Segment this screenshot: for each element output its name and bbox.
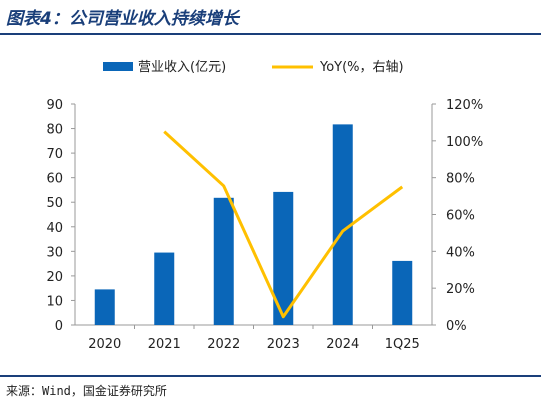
x-tick-label: 2024 <box>326 337 359 352</box>
legend-line-label: YoY(%，右轴) <box>319 60 404 75</box>
y-left-tick-label: 0 <box>55 319 63 334</box>
x-tick-label: 2021 <box>148 337 181 352</box>
title-rule <box>0 33 541 35</box>
y-right-tick-label: 0% <box>446 319 467 334</box>
bar-2023 <box>273 191 294 325</box>
y-right-tick-label: 100% <box>446 135 483 150</box>
y-left-tick-label: 10 <box>46 294 63 309</box>
legend-bar-label: 营业收入(亿元) <box>138 60 226 75</box>
legend-bar-swatch <box>103 62 133 71</box>
x-tick-label: 2020 <box>88 337 121 352</box>
x-tick-label: 1Q25 <box>385 337 420 352</box>
y-right-tick-label: 120% <box>446 98 483 113</box>
source-note: 来源：Wind，国金证券研究所 <box>6 384 167 398</box>
bar-2020 <box>94 289 115 325</box>
y-left-tick-label: 40 <box>46 221 63 236</box>
x-tick-label: 2023 <box>267 337 300 352</box>
y-left-tick-label: 60 <box>46 172 63 187</box>
bar-1Q25 <box>392 260 413 325</box>
source-rule <box>0 375 541 377</box>
y-left-tick-label: 30 <box>46 245 63 260</box>
y-left-tick-label: 50 <box>46 196 63 211</box>
chart-title: 图表4：公司营业收入持续增长 <box>6 9 239 29</box>
y-left-tick-label: 80 <box>46 123 63 138</box>
y-right-tick-label: 80% <box>446 172 475 187</box>
bar-2021 <box>154 252 175 325</box>
y-left-tick-label: 90 <box>46 98 63 113</box>
bar-2024 <box>332 124 353 326</box>
y-right-tick-label: 20% <box>446 282 475 297</box>
bar-2022 <box>213 197 234 325</box>
y-right-tick-label: 40% <box>446 245 475 260</box>
x-tick-label: 2022 <box>207 337 240 352</box>
y-left-tick-label: 70 <box>46 147 63 162</box>
y-left-tick-label: 20 <box>46 270 63 285</box>
y-right-tick-label: 60% <box>446 209 475 224</box>
